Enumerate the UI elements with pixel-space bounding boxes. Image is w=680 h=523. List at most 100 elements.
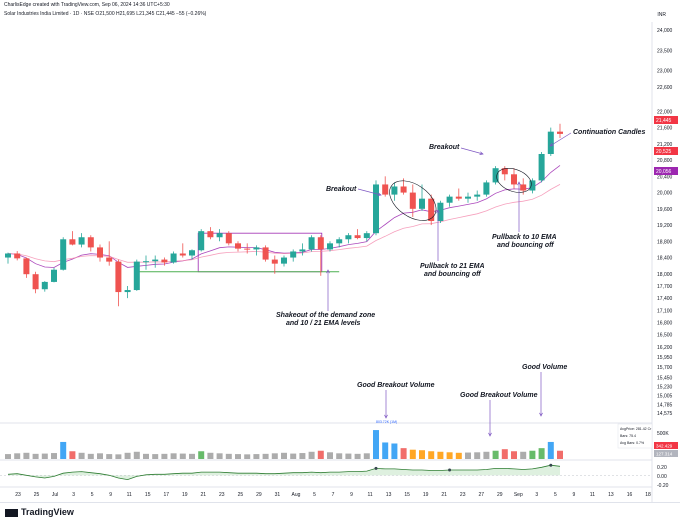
candle-body [5,253,11,258]
time-tick-label: 19 [182,492,188,498]
price-tick-label: 16,800 [657,321,673,327]
annotation-pullback21-line1: Pullback to 21 EMA [420,263,485,270]
volume-bar [115,454,122,459]
indicator-dot [549,463,553,467]
svg-text:342.429: 342.429 [656,444,673,449]
volume3-arrow-head [539,412,543,417]
annotation-pullback10-line1: Pullback to 10 EMA [492,234,557,241]
candle-body [501,168,508,175]
candle-body [529,180,536,191]
candle-body [483,182,490,195]
volume-bar [474,452,481,459]
volume-bar [179,453,186,459]
candle [290,249,297,262]
candle [60,237,67,271]
candle [78,233,85,248]
candle-body [32,274,39,290]
price-tick-label: 15,700 [657,365,673,371]
candle [225,231,232,246]
price-tick-label: 19,600 [657,207,673,213]
price-axis[interactable]: 24,000 23,500 23,000 22,600 22,000 21,600 21,2… [657,28,673,417]
volume-bar [547,441,554,459]
volume-bar [225,453,232,459]
candle [465,192,471,203]
time-tick-label: 17 [163,492,169,498]
volume-bar [529,450,536,459]
volume-bar [511,451,517,459]
candle [87,235,94,252]
volume-bar [419,450,425,459]
price-tick-label: 14,785 [657,402,673,408]
candle-body [557,131,563,134]
candle [363,231,370,242]
time-tick-label: 25 [34,492,40,498]
volume-bar [244,454,251,459]
price-tick-label: 15,230 [657,384,673,390]
candle-body [124,290,131,293]
candle [262,245,269,262]
volume-bar [391,443,398,459]
time-tick-label: 15 [145,492,151,498]
volume-bar [5,454,11,459]
time-tick-label: 3 [72,492,75,498]
time-axis[interactable]: 23 25 Jul 3 5 9 11 15 17 19 21 23 25 29 31 Aug 5 7 9 11 13 15… [15,492,651,498]
volume-bar [170,453,177,459]
candle-body [51,269,57,282]
volume-info-box: AvgPrice: 281.42 Cr Bars: 75.4 Avg Bars:… [617,423,653,449]
candle-body [262,247,269,260]
candle [538,151,545,183]
tradingview-logo[interactable]: TradingView [5,507,74,517]
volume-bar [152,454,159,459]
indicator-dot [448,468,452,472]
candle [51,267,57,283]
time-tick-label: 11 [590,492,595,498]
candles-group [5,123,563,307]
pullback10-arrow-head [517,181,521,186]
tradingview-logo-icon [5,508,18,517]
candle [474,190,481,201]
candle-body [465,196,471,199]
annotation-pullback21-line2: and bouncing off [424,271,481,278]
annotation-pullback10-line2: and bouncing off [497,242,554,249]
volume-bar [41,453,48,459]
candle [97,244,103,262]
candle-body [14,253,21,259]
price-tick-label: 16,200 [657,345,673,351]
volume-bar [557,450,563,459]
volume-bar [345,453,352,459]
volume-bar [400,448,407,459]
candle [5,252,11,264]
ema-lines-group [7,165,561,268]
time-tick-label: Aug [291,492,300,498]
candle [373,180,379,236]
candle-body [391,186,398,195]
price-tick-label: 23,500 [657,48,673,54]
candle-body [317,237,324,250]
candle-body [198,231,205,251]
volume-bar [373,430,379,459]
candle [41,281,48,292]
volume-bar [87,453,94,459]
svg-text:Avg Bars: 0.7%: Avg Bars: 0.7% [620,441,644,445]
volume-bar [97,453,103,459]
candle-body [106,257,113,262]
candle [244,243,251,254]
time-tick-label: 9 [572,492,575,498]
time-tick-label: 21 [441,492,447,498]
time-tick-label: 3 [535,492,538,498]
indicator-line [7,464,561,481]
volume-bar [60,441,67,459]
candle [207,227,214,240]
candle [419,184,425,211]
candle [511,168,517,189]
candle [133,259,140,291]
annotation-breakout-1: Breakout [326,186,357,193]
annotation-shakeout-line1: Shakeout of the demand zone [276,312,375,319]
time-tick-label: 5 [91,492,94,498]
candle [189,249,195,260]
volume-bar [69,451,76,459]
time-tick-label: 9 [109,492,112,498]
candle [547,127,554,157]
